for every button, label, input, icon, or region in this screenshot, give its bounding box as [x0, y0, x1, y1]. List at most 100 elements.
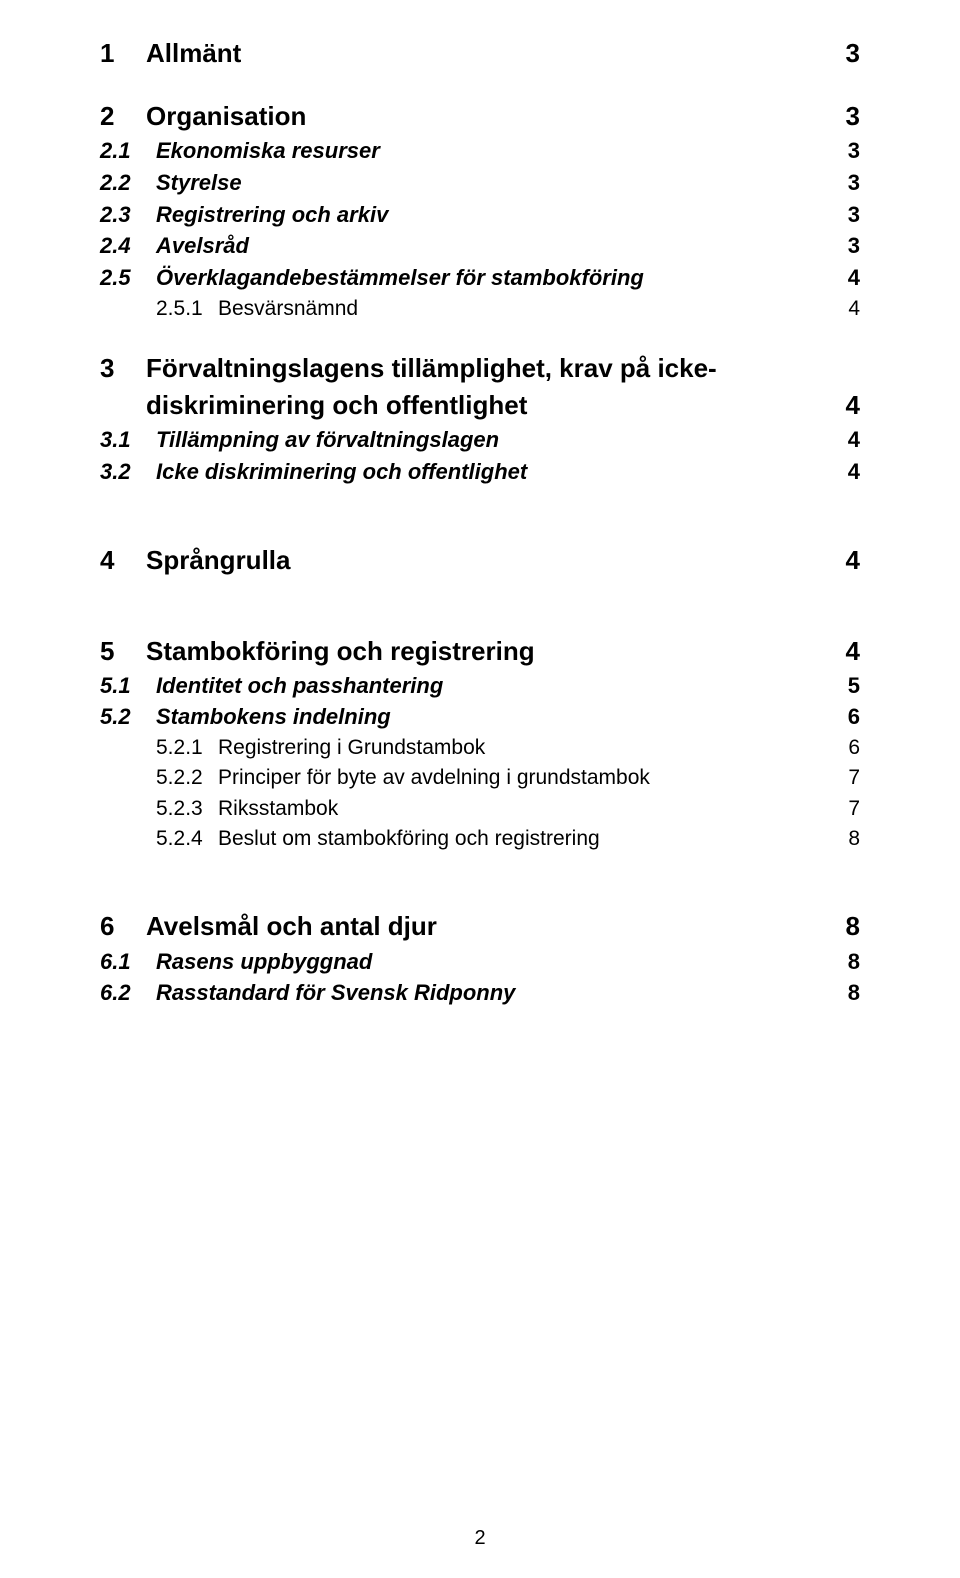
toc-number: 3: [100, 351, 146, 386]
toc-label: 4Språngrulla: [100, 543, 290, 578]
toc-row: 3.2Icke diskriminering och offentlighet 4: [100, 457, 860, 487]
toc-row: 5.2Stambokens indelning 6: [100, 702, 860, 732]
toc-title: Registrering och arkiv: [156, 200, 388, 230]
toc-page: 3: [826, 36, 860, 71]
toc-page: 7: [828, 764, 860, 792]
toc-number: 3.1: [100, 425, 156, 455]
toc-label: 5.2Stambokens indelning: [100, 702, 391, 732]
toc-number: 6.2: [100, 978, 156, 1008]
toc-title: diskriminering och offentlighet: [146, 388, 527, 423]
toc-number: 1: [100, 36, 146, 71]
toc-row: 6.2Rasstandard för Svensk Ridponny 8: [100, 978, 860, 1008]
toc-row: 1Allmänt 3: [100, 36, 860, 71]
toc-title: Registrering i Grundstambok: [218, 734, 485, 762]
toc-label: 5Stambokföring och registrering: [100, 634, 535, 669]
toc-title: Styrelse: [156, 168, 242, 198]
toc-number: 6: [100, 909, 146, 944]
toc-row: 6Avelsmål och antal djur 8: [100, 909, 860, 944]
toc-number: 5: [100, 634, 146, 669]
toc-label: 2.1Ekonomiska resurser: [100, 136, 380, 166]
toc-page: 3: [828, 168, 860, 198]
toc-number: 5.2.4: [156, 825, 218, 853]
toc-page: 3: [826, 99, 860, 134]
toc-label: 5.2.2Principer för byte av avdelning i g…: [156, 764, 650, 792]
toc-label: 2.3Registrering och arkiv: [100, 200, 388, 230]
toc-number: 2.2: [100, 168, 156, 198]
toc-row: 4Språngrulla4: [100, 543, 860, 578]
toc-label: 5.2.1Registrering i Grundstambok: [156, 734, 485, 762]
toc-row: 3.1Tillämpning av förvaltningslagen 4: [100, 425, 860, 455]
toc-title: Avelsmål och antal djur: [146, 909, 437, 944]
toc-row: 2.3Registrering och arkiv 3: [100, 200, 860, 230]
toc-page: 4: [828, 457, 860, 487]
toc-number: 4: [100, 543, 146, 578]
toc-row: 2Organisation 3: [100, 99, 860, 134]
toc-row: 5.2.1Registrering i Grundstambok 6: [100, 734, 860, 762]
toc-page: 8: [828, 947, 860, 977]
toc-number: 2.5: [100, 263, 156, 293]
toc-row: 2.4Avelsråd 3: [100, 231, 860, 261]
toc-label: 3Förvaltningslagens tillämplighet, krav …: [100, 351, 717, 386]
toc-number: 2: [100, 99, 146, 134]
toc-page: 3: [828, 200, 860, 230]
toc-page: 4: [826, 388, 860, 423]
toc-title: Rasstandard för Svensk Ridponny: [156, 978, 515, 1008]
toc-row: 2.5Överklagandebestämmelser för stambokf…: [100, 263, 860, 293]
toc-title: Icke diskriminering och offentlighet: [156, 457, 527, 487]
toc-title: Allmänt: [146, 36, 241, 71]
toc-page: 6: [828, 702, 860, 732]
toc-title: Överklagandebestämmelser för stambokföri…: [156, 263, 644, 293]
toc-page: 8: [828, 825, 860, 853]
toc-page: 4: [826, 634, 860, 669]
toc-row: 5.2.2Principer för byte av avdelning i g…: [100, 764, 860, 792]
toc-row: 5.2.3Riksstambok7: [100, 795, 860, 823]
toc-label: 5.1Identitet och passhantering: [100, 671, 443, 701]
toc-row: 2.1Ekonomiska resurser 3: [100, 136, 860, 166]
toc-label: 3.1Tillämpning av förvaltningslagen: [100, 425, 499, 455]
toc-row: 3Förvaltningslagens tillämplighet, krav …: [100, 351, 860, 386]
toc-title: Stambokens indelning: [156, 702, 391, 732]
toc-row: 5.2.4Beslut om stambokföring och registr…: [100, 825, 860, 853]
toc-row: 5Stambokföring och registrering 4: [100, 634, 860, 669]
toc-label: 6.2Rasstandard för Svensk Ridponny: [100, 978, 515, 1008]
toc-title: Språngrulla: [146, 543, 290, 578]
toc-title: Stambokföring och registrering: [146, 634, 535, 669]
toc-title: Organisation: [146, 99, 306, 134]
toc-title: Avelsråd: [156, 231, 249, 261]
toc-number: 3.2: [100, 457, 156, 487]
page-number-footer: 2: [0, 1527, 960, 1550]
toc-label: 2.4Avelsråd: [100, 231, 249, 261]
toc-page: 4: [828, 295, 860, 323]
toc-row: 2.2Styrelse 3: [100, 168, 860, 198]
toc-number: 5.2.2: [156, 764, 218, 792]
toc-page: 4: [828, 425, 860, 455]
toc-row: diskriminering och offentlighet 4: [100, 388, 860, 423]
toc-page: 4: [826, 543, 860, 578]
toc-label: diskriminering och offentlighet: [146, 388, 527, 423]
toc-page: 5: [828, 671, 860, 701]
toc-row: 5.1Identitet och passhantering 5: [100, 671, 860, 701]
toc-label: 2.5.1Besvärsnämnd: [156, 295, 358, 323]
toc-number: 2.5.1: [156, 295, 218, 323]
toc-page: 6: [828, 734, 860, 762]
toc-title: Rasens uppbyggnad: [156, 947, 372, 977]
toc-page: 8: [828, 978, 860, 1008]
toc-page: 3: [828, 136, 860, 166]
toc-title: Besvärsnämnd: [218, 295, 358, 323]
toc-page: 3: [828, 231, 860, 261]
toc-page: 8: [826, 909, 860, 944]
toc-title: Identitet och passhantering: [156, 671, 443, 701]
toc-label: 2.2Styrelse: [100, 168, 242, 198]
toc-number: 2.4: [100, 231, 156, 261]
toc-number: 5.2: [100, 702, 156, 732]
toc-number: 5.1: [100, 671, 156, 701]
toc-title: Beslut om stambokföring och registrering: [218, 825, 600, 853]
toc-page: 4: [828, 263, 860, 293]
toc-title: Riksstambok: [218, 795, 338, 823]
toc-label: 3.2Icke diskriminering och offentlighet: [100, 457, 527, 487]
toc-label: 6Avelsmål och antal djur: [100, 909, 437, 944]
toc-number: 5.2.3: [156, 795, 218, 823]
toc-number: 2.1: [100, 136, 156, 166]
toc-label: 5.2.3Riksstambok: [156, 795, 338, 823]
toc-number: 5.2.1: [156, 734, 218, 762]
